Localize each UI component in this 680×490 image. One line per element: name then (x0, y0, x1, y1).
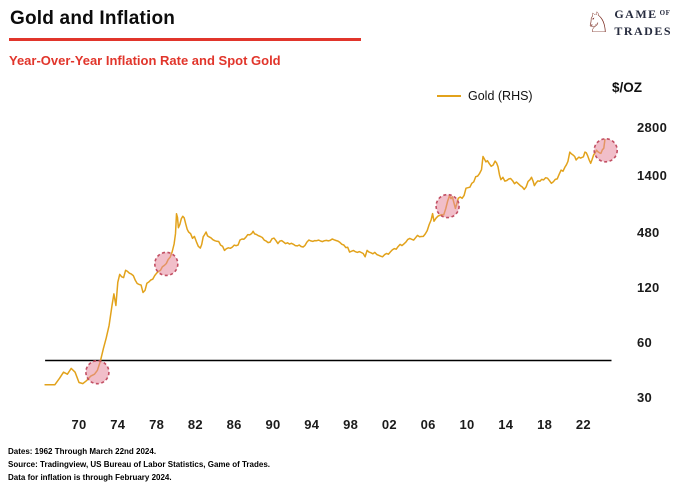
right-axis-unit-label: $/OZ (612, 80, 643, 95)
y-tick-label: 480 (637, 225, 660, 240)
y-tick-label: 120 (637, 280, 660, 295)
highlight-circle (435, 193, 460, 219)
x-tick-label: 98 (343, 417, 358, 432)
y-tick-label: 2800 (637, 120, 667, 135)
page-title: Gold and Inflation (10, 8, 176, 29)
chart-legend: Gold (RHS) (437, 89, 533, 103)
highlight-circle (154, 251, 179, 277)
x-tick-label: 82 (188, 417, 203, 432)
brand-logo-text: GAME OF TRADES (614, 6, 672, 40)
x-tick-label: 22 (576, 417, 591, 432)
x-tick-label: 10 (459, 417, 474, 432)
brand-name-line2: TRADES (614, 23, 672, 38)
y-tick-label: 30 (637, 390, 652, 405)
brand-name-of: OF (659, 9, 671, 17)
y-tick-label: 1400 (637, 168, 667, 183)
knight-chess-icon: ♘ (585, 5, 611, 39)
highlight-circle (85, 359, 110, 385)
highlight-circle (593, 138, 619, 163)
x-tick-label: 18 (537, 417, 552, 432)
page-subtitle: Year-Over-Year Inflation Rate and Spot G… (9, 53, 281, 68)
x-tick-label: 78 (149, 417, 164, 432)
source-notes: Dates: 1962 Through March 22nd 2024. Sou… (8, 445, 270, 484)
gold-price-line (44, 138, 606, 386)
note-source: Source: Tradingview, US Bureau of Labor … (8, 460, 270, 469)
x-tick-label: 70 (71, 417, 86, 432)
y-tick-label: 60 (637, 335, 652, 350)
note-dates: Dates: 1962 Through March 22nd 2024. (8, 447, 157, 456)
x-tick-label: 06 (421, 417, 436, 432)
brand-name-line1: GAME OF (614, 7, 671, 21)
gold-line-swatch (437, 95, 461, 97)
brand-logo: ♘ GAME OF TRADES (585, 6, 672, 40)
x-tick-label: 14 (498, 417, 514, 432)
legend-label: Gold (RHS) (468, 89, 533, 103)
title-divider (9, 38, 361, 41)
x-tick-label: 02 (382, 417, 397, 432)
x-tick-label: 94 (304, 417, 320, 432)
x-tick-label: 86 (227, 417, 242, 432)
x-tick-label: 90 (265, 417, 280, 432)
x-tick-label: 74 (110, 417, 126, 432)
note-inflation: Data for inflation is through February 2… (8, 473, 172, 482)
